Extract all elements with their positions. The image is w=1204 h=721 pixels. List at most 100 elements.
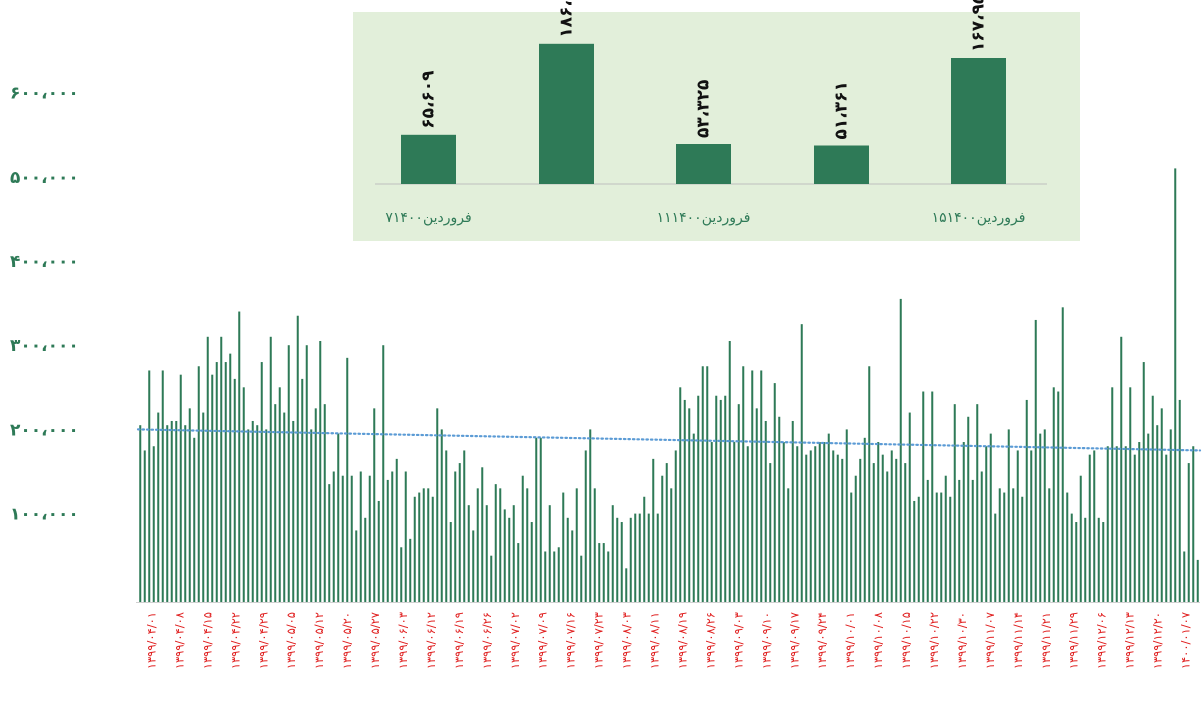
bar [404,471,407,602]
bar [256,425,259,602]
bar [796,446,799,602]
bar [566,517,569,602]
bar [940,492,943,602]
bar [337,433,340,602]
bar [490,555,493,602]
bar [697,395,700,602]
bar [1039,433,1042,602]
bar [274,404,277,602]
bar [305,345,308,602]
bar [805,454,808,602]
x-tick-label: ۱۳۹۹/۰۸/۲۶ [703,612,717,669]
bar [179,374,182,602]
inset-data-label: ۶۵،۶۰۹ [419,70,439,129]
bar [1115,446,1118,602]
bar [760,370,763,602]
bar [341,475,344,602]
bar [481,467,484,602]
x-tick-label: ۱۳۹۹/۰۸/۰۳ [620,612,634,669]
bar [251,420,254,602]
x-tick-label: ۱۳۹۹/۰۹/۲۴ [815,612,829,669]
bar [355,530,358,602]
bar [1012,488,1015,602]
x-tick-label: ۱۳۹۹/۱۰/۰۸ [871,612,885,669]
bar [467,505,470,602]
bar [283,412,286,602]
bar [980,471,983,602]
bar [994,513,997,602]
inset-category-labels: ۷فروردین۱۴۰۰ ۱۱فروردین۱۴۰۰ ۱۵فروردین۱۴۰۰ [385,210,1025,226]
x-tick-label: ۱۳۹۹/۰۸/۱۱ [648,612,662,669]
bar [1079,475,1082,602]
bar [346,357,349,602]
bar [863,437,866,602]
bar [1106,446,1109,602]
bar [625,568,628,602]
bar [998,488,1001,602]
bar [148,370,151,602]
bar [1183,551,1186,602]
bar [629,517,632,602]
y-tick-label: ۲۰۰،۰۰۰ [10,420,79,440]
bar [260,362,263,602]
bar [818,442,821,602]
bar [229,353,232,602]
main-bars [139,168,1199,602]
bar [1043,429,1046,602]
bar [310,429,313,602]
inset-data-label: ۱۶۷،۹۵۸ [969,0,989,52]
bar [170,420,173,602]
bar [1174,168,1177,602]
bar [1066,492,1069,602]
bar [832,450,835,602]
bar [139,425,142,602]
bar [598,543,601,602]
bar [494,484,497,602]
bar [584,450,587,602]
bar [395,458,398,602]
bar [206,336,209,602]
bar [823,442,826,602]
bar [692,433,695,602]
bar [742,366,745,602]
bar [773,383,776,602]
bar [386,479,389,602]
bar [391,471,394,602]
bar [958,479,961,602]
x-tick-label: ۱۳۹۹/۱۲/۱۳ [1123,612,1137,669]
bar [328,484,331,602]
bar [908,412,911,602]
bar [1097,517,1100,602]
x-axis-ticks: ۱۳۹۹/۰۴/۰۱ ۱۳۹۹/۰۴/۰۸ ۱۳۹۹/۰۴/۱۵ ۱۳۹۹/۰۴/۲۲… [145,612,1193,669]
bar [985,446,988,602]
bar [197,366,200,602]
bar [841,458,844,602]
bar [800,324,803,602]
bar [1178,399,1181,602]
inset-category-label: ۱۱فروردین۱۴۰۰ [657,210,751,226]
bar [1007,429,1010,602]
x-tick-label: ۱۳۹۹/۰۷/۰۹ [536,612,550,669]
x-tick-label: ۱۳۹۹/۰۶/۰۳ [396,612,410,669]
bar [544,551,547,602]
bar [724,395,727,602]
x-tick-label: ۱۳۹۹/۱۱/۰۷ [983,612,997,669]
bar [859,458,862,602]
inset-category-label: ۷فروردین۱۴۰۰ [385,210,471,226]
bar [715,395,718,602]
inset-data-label: ۱۸۶،۹۶۷ [557,0,577,38]
bar [161,370,164,602]
bar [1003,492,1006,602]
y-axis-ticks: ۱۰۰،۰۰۰ ۲۰۰،۰۰۰ ۳۰۰،۰۰۰ ۴۰۰،۰۰۰ ۵۰۰،۰۰۰ ۶۰۰،۰… [10,84,79,525]
bar [661,475,664,602]
bar [193,437,196,602]
bar [166,425,169,602]
bar [238,311,241,602]
bar [733,442,736,602]
inset-data-label: ۵۳،۳۲۵ [694,80,714,138]
bar [1025,399,1028,602]
bar [679,387,682,602]
x-tick-label: ۱۳۹۹/۰۴/۱۵ [200,612,214,669]
inset-bar [539,43,594,184]
